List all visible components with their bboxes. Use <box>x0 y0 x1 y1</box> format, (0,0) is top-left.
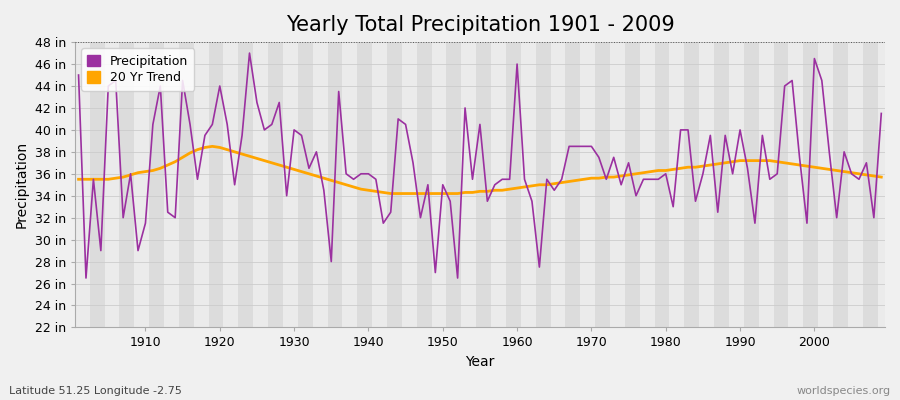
Precipitation <box>140 221 151 226</box>
Bar <box>283 42 298 328</box>
Title: Yearly Total Precipitation 1901 - 2009: Yearly Total Precipitation 1901 - 2009 <box>285 15 674 35</box>
Bar <box>328 42 342 328</box>
Text: Latitude 51.25 Longitude -2.75: Latitude 51.25 Longitude -2.75 <box>9 386 182 396</box>
Bar <box>506 42 521 328</box>
Bar <box>670 42 684 328</box>
Precipitation <box>81 276 92 280</box>
Bar <box>878 42 893 328</box>
Bar <box>863 42 878 328</box>
Bar <box>788 42 803 328</box>
Bar <box>149 42 164 328</box>
Bar <box>387 42 402 328</box>
Bar <box>536 42 551 328</box>
Legend: Precipitation, 20 Yr Trend: Precipitation, 20 Yr Trend <box>81 48 194 91</box>
Bar <box>491 42 506 328</box>
Bar <box>818 42 833 328</box>
Bar <box>610 42 625 328</box>
Bar <box>417 42 432 328</box>
Bar <box>253 42 268 328</box>
20 Yr Trend <box>73 177 84 182</box>
Bar <box>164 42 179 328</box>
Bar <box>476 42 491 328</box>
Precipitation <box>311 150 322 154</box>
Bar <box>268 42 283 328</box>
Bar <box>595 42 610 328</box>
Bar <box>90 42 104 328</box>
Bar <box>223 42 238 328</box>
Bar <box>684 42 699 328</box>
20 Yr Trend <box>303 171 314 176</box>
Precipitation <box>616 182 626 187</box>
Bar <box>432 42 446 328</box>
Precipitation <box>356 171 366 176</box>
Line: 20 Yr Trend: 20 Yr Trend <box>78 146 881 194</box>
Bar <box>194 42 209 328</box>
Precipitation <box>876 111 886 116</box>
20 Yr Trend <box>385 191 396 196</box>
20 Yr Trend <box>616 174 626 178</box>
Bar <box>640 42 654 328</box>
Bar <box>699 42 714 328</box>
Bar <box>75 42 90 328</box>
Bar <box>759 42 773 328</box>
Bar <box>298 42 312 328</box>
20 Yr Trend <box>348 184 359 189</box>
Bar <box>372 42 387 328</box>
Bar <box>446 42 462 328</box>
Bar <box>714 42 729 328</box>
Bar <box>580 42 595 328</box>
Bar <box>462 42 476 328</box>
Bar <box>238 42 253 328</box>
Bar <box>402 42 417 328</box>
Bar <box>848 42 863 328</box>
Precipitation <box>73 73 84 78</box>
Bar <box>743 42 759 328</box>
Bar <box>521 42 535 328</box>
Bar <box>209 42 223 328</box>
Precipitation <box>526 199 537 204</box>
Bar <box>120 42 134 328</box>
Bar <box>654 42 670 328</box>
Bar <box>773 42 788 328</box>
Bar <box>551 42 565 328</box>
Text: worldspecies.org: worldspecies.org <box>796 386 891 396</box>
Bar <box>342 42 357 328</box>
20 Yr Trend <box>526 184 537 188</box>
Bar <box>134 42 149 328</box>
Bar <box>357 42 372 328</box>
20 Yr Trend <box>876 175 886 180</box>
Bar <box>803 42 818 328</box>
Bar <box>625 42 640 328</box>
Bar <box>729 42 743 328</box>
20 Yr Trend <box>132 170 143 175</box>
Bar <box>565 42 581 328</box>
X-axis label: Year: Year <box>465 355 495 369</box>
Precipitation <box>244 51 255 56</box>
20 Yr Trend <box>519 184 530 189</box>
Y-axis label: Precipitation: Precipitation <box>15 141 29 228</box>
Bar <box>833 42 848 328</box>
20 Yr Trend <box>207 144 218 149</box>
Bar <box>312 42 328 328</box>
Line: Precipitation: Precipitation <box>78 53 881 278</box>
Precipitation <box>519 177 530 182</box>
Bar <box>104 42 120 328</box>
Bar <box>179 42 194 328</box>
